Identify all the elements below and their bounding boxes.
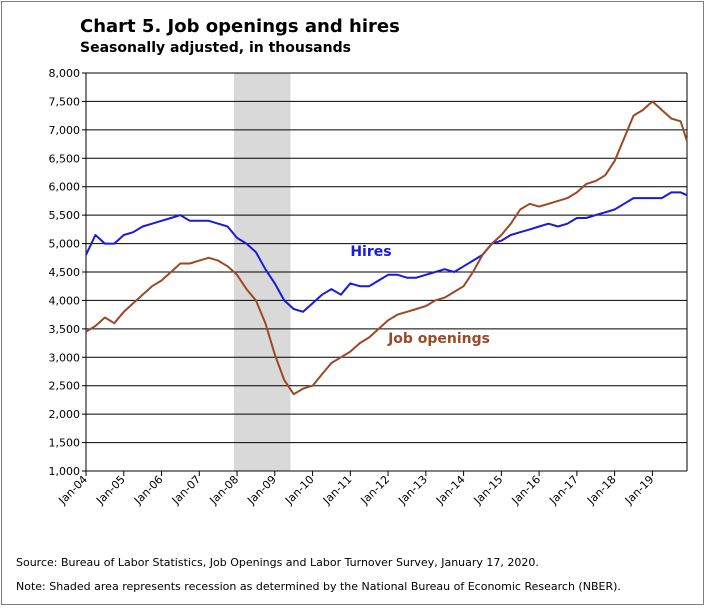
x-tick-label: Jan-06 [131, 473, 166, 508]
y-tick-label: 8,000 [49, 67, 81, 80]
x-tick-label: Jan-08 [207, 473, 242, 508]
x-tick-label: Jan-17 [546, 473, 581, 508]
gridlines [86, 72, 687, 472]
chart-subtitle: Seasonally adjusted, in thousands [80, 40, 351, 56]
y-tick-label: 6,500 [49, 152, 81, 165]
series-label-hires: Hires [350, 244, 391, 260]
x-tick-label: Jan-05 [93, 473, 128, 508]
series-line-hires [85, 191, 688, 313]
y-tick-label: 3,000 [49, 351, 81, 364]
x-tick-label: Jan-16 [509, 473, 544, 508]
y-tick-label: 5,000 [49, 238, 81, 251]
x-tick-label: Jan-07 [169, 473, 204, 508]
y-tick-label: 4,500 [49, 266, 81, 279]
y-tick-label: 5,500 [49, 209, 81, 222]
y-tick-label: 1,000 [49, 465, 81, 478]
y-tick-label: 7,000 [49, 124, 81, 137]
y-axis: 1,000 1,500 2,000 2,500 3,000 3,500 4,000 4,500… [49, 67, 688, 478]
chart-title: Chart 5. Job openings and hires [80, 16, 400, 37]
source-note: Source: Bureau of Labor Statistics, Job … [16, 556, 539, 569]
x-tick-label: Jan-18 [584, 473, 619, 508]
y-tick-label: 2,500 [49, 380, 81, 393]
x-tick-label: Jan-10 [282, 473, 317, 508]
x-tick-label: Jan-04 [56, 473, 91, 508]
y-tick-label: 1,500 [49, 437, 81, 450]
series-line-job-openings [85, 100, 688, 396]
y-tick-label: 3,500 [49, 323, 81, 336]
series-label-job-openings: Job openings [387, 331, 490, 347]
x-tick-label: Jan-13 [395, 473, 430, 508]
x-tick-label: Jan-14 [433, 473, 468, 508]
y-tick-label: 4,000 [49, 294, 81, 307]
x-tick-label: Jan-19 [622, 473, 657, 508]
x-axis: Jan-04 Jan-05 Jan-06 Jan-07 Jan-08 Jan-09 Jan-… [56, 470, 687, 508]
recession-note: Note: Shaded area represents recession a… [16, 580, 621, 593]
x-tick-label: Jan-09 [244, 473, 279, 508]
y-tick-label: 6,000 [49, 181, 81, 194]
x-tick-label: Jan-11 [320, 473, 355, 508]
x-tick-label: Jan-12 [358, 473, 393, 508]
y-tick-label: 7,500 [49, 95, 81, 108]
y-tick-label: 2,000 [49, 408, 81, 421]
x-tick-label: Jan-15 [471, 473, 506, 508]
